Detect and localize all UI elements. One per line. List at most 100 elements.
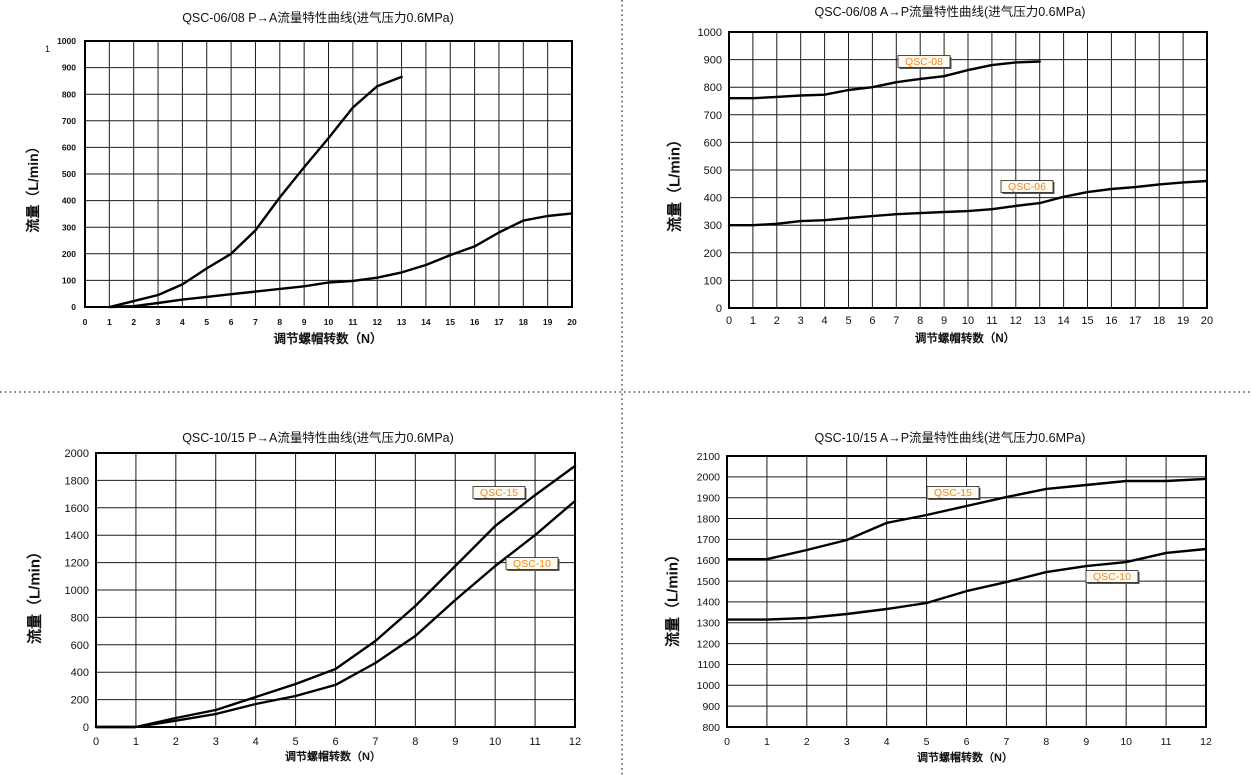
x-tick-label: 18 <box>1153 315 1165 327</box>
y-tick-label: 300 <box>704 220 722 232</box>
y-tick-label: 100 <box>62 275 76 285</box>
chart-title: QSC-10/15 A→P流量特性曲线(进气压力0.6MPa) <box>815 430 1086 445</box>
series-line-2 <box>108 212 574 309</box>
x-tick-label: 7 <box>253 317 258 327</box>
plot-area: 0 1 2 3 4 5 6 7 8 9 10 11 12 13 14 15 16 17 18 19 2001002003… <box>698 27 1214 327</box>
series-line-qsc-15 <box>725 477 1208 561</box>
y-tick-label: 400 <box>704 193 722 205</box>
series-tag-box <box>897 55 951 68</box>
plot-frame <box>95 452 576 728</box>
series-line-1 <box>108 75 403 309</box>
y-axis-label: 流量（L/min） <box>26 544 44 644</box>
x-tick-label: 9 <box>941 315 947 327</box>
x-tick-label: 0 <box>724 736 730 748</box>
series-tag: QSC-15 <box>926 486 981 500</box>
x-tick-label: 14 <box>421 317 431 327</box>
y-tick-label: 100 <box>704 275 722 287</box>
y-tick-label: 600 <box>704 137 722 149</box>
grid <box>727 456 1206 727</box>
x-tick-label: 0 <box>83 317 88 327</box>
x-tick-label: 1 <box>750 315 756 327</box>
y-tick-label: 1600 <box>65 503 89 515</box>
y-tick-label: 1400 <box>65 530 89 542</box>
series-tag-label: QSC-08 <box>905 56 943 68</box>
x-tick-label: 9 <box>452 736 458 748</box>
chart-title: QSC-06/08 A→P流量特性曲线(进气压力0.6MPa) <box>815 4 1086 19</box>
series-line-qsc-10 <box>725 547 1208 621</box>
x-tick-label: 4 <box>180 317 185 327</box>
x-tick-label: 7 <box>1003 736 1009 748</box>
corner-note: 1 <box>45 44 50 54</box>
y-tick-label: 700 <box>704 110 722 122</box>
y-tick-label: 2000 <box>65 448 89 460</box>
chart-qsc-10-15-p-to-a: QSC-10/15 P→A流量特性曲线(进气压力0.6MPa) 流量（L/min… <box>26 430 582 763</box>
series-tag-box <box>505 557 559 570</box>
x-tick-label: 11 <box>1161 736 1172 748</box>
x-tick-label: 9 <box>1083 736 1089 748</box>
x-tick-label: 0 <box>93 736 99 748</box>
x-tick-label: 2 <box>804 736 810 748</box>
x-axis-label: 调节螺帽转数（N） <box>285 749 381 763</box>
y-tick-label: 900 <box>62 63 76 73</box>
x-tick-label: 11 <box>348 317 357 327</box>
y-tick-label: 700 <box>62 116 76 126</box>
x-tick-label: 10 <box>489 736 501 748</box>
y-tick-label: 300 <box>62 222 76 232</box>
x-tick-label: 15 <box>1081 315 1093 327</box>
y-tick-label: 200 <box>71 695 89 707</box>
x-tick-label: 12 <box>569 736 581 748</box>
x-tick-label: 6 <box>229 317 234 327</box>
y-tick-label: 2000 <box>697 472 721 484</box>
x-tick-label: 2 <box>173 736 179 748</box>
x-tick-label: 19 <box>1177 315 1189 327</box>
x-tick-label: 17 <box>494 317 504 327</box>
chart-title: QSC-10/15 P→A流量特性曲线(进气压力0.6MPa) <box>182 430 454 445</box>
x-tick-label: 3 <box>213 736 219 748</box>
x-tick-label: 10 <box>1120 736 1132 748</box>
x-tick-label: 10 <box>962 315 974 327</box>
y-tick-label: 800 <box>62 89 76 99</box>
x-tick-label: 11 <box>986 315 997 327</box>
plot-area: 0 1 2 3 4 5 6 7 8 9 10 11 12800900100011001200130014… <box>697 451 1212 748</box>
series-tag-box <box>1000 180 1054 193</box>
y-tick-label: 600 <box>62 142 76 152</box>
x-tick-label: 12 <box>1010 315 1022 327</box>
x-tick-label: 1 <box>107 317 112 327</box>
x-tick-label: 4 <box>253 736 259 748</box>
y-tick-label: 0 <box>71 302 76 312</box>
y-tick-label: 200 <box>62 249 76 259</box>
chart-title: QSC-06/08 P→A流量特性曲线(进气压力0.6MPa) <box>182 10 454 25</box>
y-tick-label: 900 <box>702 701 720 713</box>
y-tick-label: 400 <box>62 196 76 206</box>
y-tick-label: 1800 <box>697 513 721 525</box>
x-tick-label: 16 <box>470 317 480 327</box>
x-tick-label: 4 <box>822 315 828 327</box>
y-tick-label: 1300 <box>697 618 721 630</box>
x-tick-label: 15 <box>446 317 456 327</box>
y-tick-label: 500 <box>62 169 76 179</box>
x-tick-label: 13 <box>1034 315 1046 327</box>
plot-area: 0 1 2 3 4 5 6 7 8 9 10 11 12020040060080010001200140… <box>65 448 582 748</box>
y-tick-label: 600 <box>71 640 89 652</box>
y-tick-label: 1800 <box>65 475 89 487</box>
y-tick-label: 1700 <box>697 534 721 546</box>
series-line-qsc-08 <box>727 60 1041 100</box>
x-tick-label: 8 <box>917 315 923 327</box>
y-axis-label: 流量（L/min） <box>25 139 41 232</box>
y-tick-label: 1200 <box>65 558 89 570</box>
series-tag-label: QSC-15 <box>934 487 972 499</box>
y-axis-label: 流量（L/min） <box>664 547 682 647</box>
y-tick-label: 1400 <box>697 597 721 609</box>
x-tick-label: 3 <box>844 736 850 748</box>
x-tick-label: 5 <box>845 315 851 327</box>
series-tag: QSC-08 <box>897 55 952 69</box>
y-tick-label: 2100 <box>697 451 721 463</box>
series-tag-box <box>472 486 526 499</box>
y-tick-label: 1100 <box>697 659 720 671</box>
y-tick-label: 1000 <box>697 680 721 692</box>
y-tick-label: 1600 <box>697 555 721 567</box>
x-tick-label: 9 <box>302 317 307 327</box>
x-tick-label: 12 <box>1200 736 1212 748</box>
y-tick-label: 1500 <box>697 576 721 588</box>
